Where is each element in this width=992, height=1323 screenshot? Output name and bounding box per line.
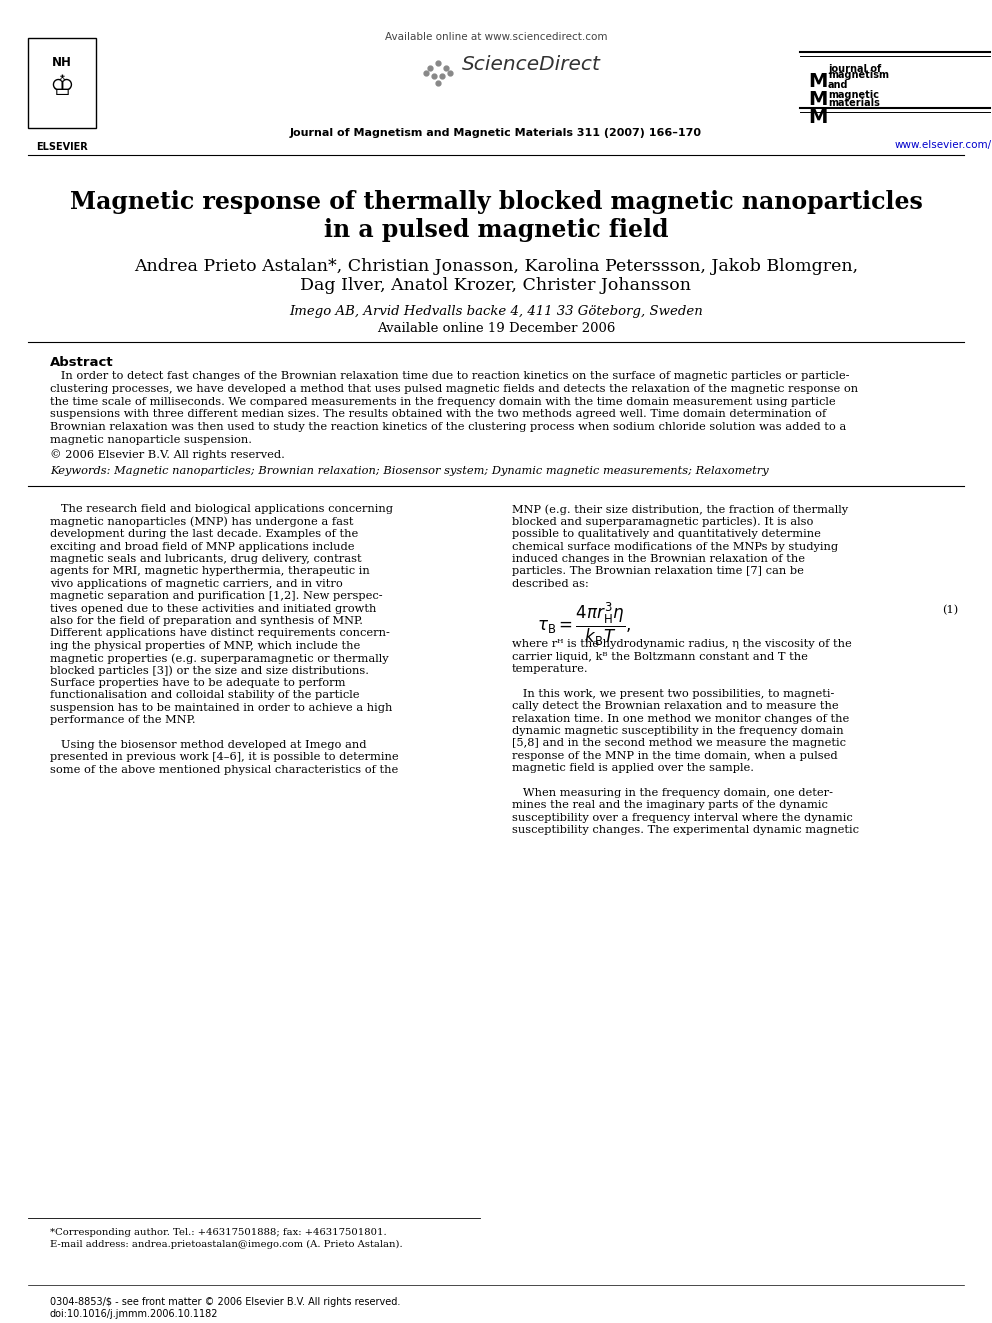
Text: dynamic magnetic susceptibility in the frequency domain: dynamic magnetic susceptibility in the f… [512, 726, 843, 736]
Text: Imego AB, Arvid Hedvalls backe 4, 411 33 Göteborg, Sweden: Imego AB, Arvid Hedvalls backe 4, 411 33… [289, 306, 703, 318]
Text: functionalisation and colloidal stability of the particle: functionalisation and colloidal stabilit… [50, 691, 359, 700]
Text: Available online 19 December 2006: Available online 19 December 2006 [377, 321, 615, 335]
Text: performance of the MNP.: performance of the MNP. [50, 716, 195, 725]
Text: mines the real and the imaginary parts of the dynamic: mines the real and the imaginary parts o… [512, 800, 828, 811]
Text: magnetic field is applied over the sample.: magnetic field is applied over the sampl… [512, 763, 754, 773]
Text: (1): (1) [942, 605, 958, 615]
Text: [5,8] and in the second method we measure the magnetic: [5,8] and in the second method we measur… [512, 738, 846, 749]
Text: doi:10.1016/j.jmmm.2006.10.1182: doi:10.1016/j.jmmm.2006.10.1182 [50, 1308, 218, 1319]
Text: Journal of Magnetism and Magnetic Materials 311 (2007) 166–170: Journal of Magnetism and Magnetic Materi… [290, 128, 702, 138]
Text: particles. The Brownian relaxation time [7] can be: particles. The Brownian relaxation time … [512, 566, 804, 577]
Text: ScienceDirect: ScienceDirect [462, 56, 601, 74]
Text: suspension has to be maintained in order to achieve a high: suspension has to be maintained in order… [50, 703, 393, 713]
Text: When measuring in the frequency domain, one deter-: When measuring in the frequency domain, … [512, 789, 833, 798]
Text: relaxation time. In one method we monitor changes of the: relaxation time. In one method we monito… [512, 713, 849, 724]
Text: Keywords: Magnetic nanoparticles; Brownian relaxation; Biosensor system; Dynamic: Keywords: Magnetic nanoparticles; Browni… [50, 466, 769, 475]
Text: magnetic: magnetic [828, 90, 879, 101]
Text: development during the last decade. Examples of the: development during the last decade. Exam… [50, 529, 358, 540]
Text: blocked and superparamagnetic particles). It is also: blocked and superparamagnetic particles)… [512, 517, 813, 528]
Text: tives opened due to these activities and initiated growth: tives opened due to these activities and… [50, 603, 376, 614]
Bar [28, 38, 96, 128]
Text: Different applications have distinct requirements concern-: Different applications have distinct req… [50, 628, 390, 639]
Text: susceptibility over a frequency interval where the dynamic: susceptibility over a frequency interval… [512, 812, 853, 823]
Text: and: and [828, 79, 848, 90]
Text: some of the above mentioned physical characteristics of the: some of the above mentioned physical cha… [50, 765, 398, 775]
Text: Using the biosensor method developed at Imego and: Using the biosensor method developed at … [50, 740, 366, 750]
Text: chemical surface modifications of the MNPs by studying: chemical surface modifications of the MN… [512, 541, 838, 552]
Text: M: M [808, 108, 827, 127]
Text: blocked particles [3]) or the size and size distributions.: blocked particles [3]) or the size and s… [50, 665, 369, 676]
Text: 0304-8853/$ - see front matter © 2006 Elsevier B.V. All rights reserved.: 0304-8853/$ - see front matter © 2006 El… [50, 1297, 401, 1307]
Text: exciting and broad field of MNP applications include: exciting and broad field of MNP applicat… [50, 541, 354, 552]
Text: temperature.: temperature. [512, 664, 588, 673]
Text: www.elsevier.com/locate/jmmm: www.elsevier.com/locate/jmmm [895, 140, 992, 149]
Text: described as:: described as: [512, 578, 588, 589]
Text: suspensions with three different median sizes. The results obtained with the two: suspensions with three different median … [50, 409, 826, 419]
Text: The research field and biological applications concerning: The research field and biological applic… [50, 504, 393, 515]
Text: © 2006 Elsevier B.V. All rights reserved.: © 2006 Elsevier B.V. All rights reserved… [50, 448, 285, 459]
Text: Abstract: Abstract [50, 356, 114, 369]
Text: susceptibility changes. The experimental dynamic magnetic: susceptibility changes. The experimental… [512, 826, 859, 835]
Text: materials: materials [828, 98, 880, 108]
Text: cally detect the Brownian relaxation and to measure the: cally detect the Brownian relaxation and… [512, 701, 838, 712]
Text: magnetic nanoparticles (MNP) has undergone a fast: magnetic nanoparticles (MNP) has undergo… [50, 517, 353, 528]
Text: Andrea Prieto Astalan*, Christian Jonasson, Karolina Peterssson, Jakob Blomgren,: Andrea Prieto Astalan*, Christian Jonass… [134, 258, 858, 275]
Text: E-mail address: andrea.prietoastalan@imego.com (A. Prieto Astalan).: E-mail address: andrea.prietoastalan@ime… [50, 1240, 403, 1249]
Text: possible to qualitatively and quantitatively determine: possible to qualitatively and quantitati… [512, 529, 820, 540]
Text: ELSEVIER: ELSEVIER [36, 142, 88, 152]
Text: magnetic nanoparticle suspension.: magnetic nanoparticle suspension. [50, 435, 252, 445]
Text: In order to detect fast changes of the Brownian relaxation time due to reaction : In order to detect fast changes of the B… [50, 370, 849, 381]
Text: MNP (e.g. their size distribution, the fraction of thermally: MNP (e.g. their size distribution, the f… [512, 504, 848, 515]
Text: M: M [808, 90, 827, 108]
Text: induced changes in the Brownian relaxation of the: induced changes in the Brownian relaxati… [512, 554, 805, 564]
Text: clustering processes, we have developed a method that uses pulsed magnetic field: clustering processes, we have developed … [50, 384, 858, 394]
Text: magnetism: magnetism [828, 70, 889, 79]
Text: presented in previous work [4–6], it is possible to determine: presented in previous work [4–6], it is … [50, 753, 399, 762]
Text: agents for MRI, magnetic hyperthermia, therapeutic in: agents for MRI, magnetic hyperthermia, t… [50, 566, 370, 577]
Text: where rᴴ is the hydrodynamic radius, η the viscosity of the: where rᴴ is the hydrodynamic radius, η t… [512, 639, 852, 650]
Text: Available online at www.sciencedirect.com: Available online at www.sciencedirect.co… [385, 32, 607, 42]
Text: ing the physical properties of MNP, which include the: ing the physical properties of MNP, whic… [50, 640, 360, 651]
Text: $\tau_{\rm B} = \dfrac{4\pi r_{\rm H}^3\eta}{k_{\rm B}T},$: $\tau_{\rm B} = \dfrac{4\pi r_{\rm H}^3\… [537, 601, 631, 647]
Text: ♔: ♔ [50, 73, 74, 101]
Text: M: M [808, 71, 827, 91]
Text: Surface properties have to be adequate to perform: Surface properties have to be adequate t… [50, 677, 345, 688]
Text: In this work, we present two possibilities, to magneti-: In this work, we present two possibiliti… [512, 689, 834, 699]
Text: *Corresponding author. Tel.: +46317501888; fax: +46317501801.: *Corresponding author. Tel.: +4631750188… [50, 1228, 387, 1237]
Text: NH: NH [52, 56, 72, 69]
Text: magnetic seals and lubricants, drug delivery, contrast: magnetic seals and lubricants, drug deli… [50, 554, 362, 564]
Text: also for the field of preparation and synthesis of MNP.: also for the field of preparation and sy… [50, 617, 363, 626]
Text: response of the MNP in the time domain, when a pulsed: response of the MNP in the time domain, … [512, 750, 837, 761]
Text: Magnetic response of thermally blocked magnetic nanoparticles: Magnetic response of thermally blocked m… [69, 191, 923, 214]
Text: Dag Ilver, Anatol Krozer, Christer Johansson: Dag Ilver, Anatol Krozer, Christer Johan… [301, 277, 691, 294]
Text: magnetic properties (e.g. superparamagnetic or thermally: magnetic properties (e.g. superparamagne… [50, 654, 389, 664]
Text: journal of: journal of [828, 64, 881, 74]
Text: Brownian relaxation was then used to study the reaction kinetics of the clusteri: Brownian relaxation was then used to stu… [50, 422, 846, 433]
Text: carrier liquid, kᴮ the Boltzmann constant and T the: carrier liquid, kᴮ the Boltzmann constan… [512, 652, 807, 662]
Text: magnetic separation and purification [1,2]. New perspec-: magnetic separation and purification [1,… [50, 591, 383, 601]
Text: the time scale of milliseconds. We compared measurements in the frequency domain: the time scale of milliseconds. We compa… [50, 397, 835, 406]
Text: in a pulsed magnetic field: in a pulsed magnetic field [323, 218, 669, 242]
Text: vivo applications of magnetic carriers, and in vitro: vivo applications of magnetic carriers, … [50, 578, 343, 589]
